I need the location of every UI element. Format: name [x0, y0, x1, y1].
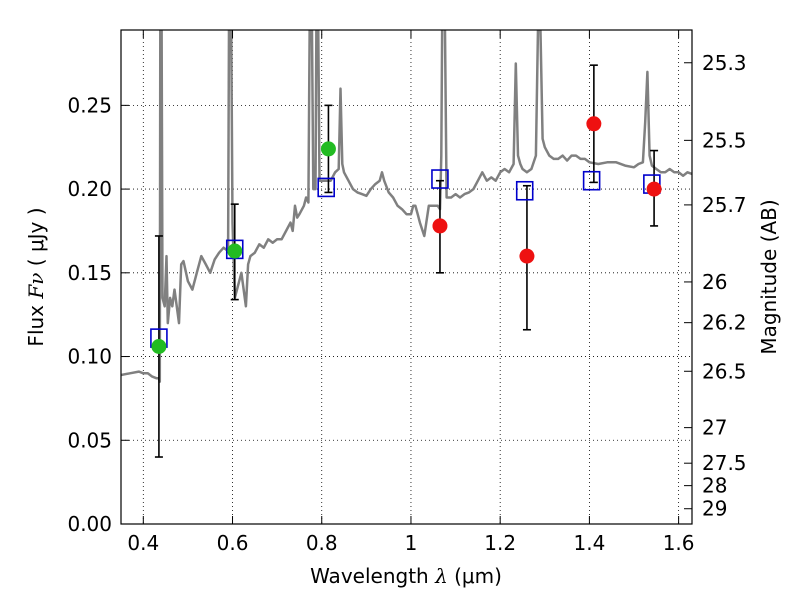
x-tick-label: 0.4 — [127, 531, 159, 555]
observed-point — [432, 218, 448, 234]
spectrum-layer — [121, 30, 692, 383]
y2-axis-label: Magnitude (AB) — [757, 199, 781, 354]
model-point — [317, 177, 336, 198]
y-tick-label: 0.00 — [67, 512, 112, 536]
mag-tick-label: 25.5 — [702, 128, 747, 152]
observed-point — [586, 116, 602, 132]
x-tick-label: 1.2 — [484, 531, 516, 555]
model-point — [582, 170, 601, 191]
tick-labels: 0.4 0.6 0.8 1 1.2 1.4 1.6 0.00 0.05 0.10 0.15 0.20 0… — [67, 51, 746, 555]
mag-tick-label: 29 — [702, 497, 727, 521]
y-tick-label: 0.25 — [67, 93, 112, 117]
observed-point — [151, 338, 167, 354]
observed-point — [320, 141, 336, 157]
spectrum-line — [121, 30, 692, 383]
axis-ticks — [121, 30, 692, 525]
mag-tick-label: 27.5 — [702, 451, 747, 475]
observed-points — [151, 116, 662, 354]
y-tick-label: 0.15 — [67, 261, 112, 285]
mag-tick-label: 25.7 — [702, 193, 747, 217]
mag-tick-label: 28 — [702, 474, 727, 498]
y-tick-label: 0.05 — [67, 428, 112, 452]
y-tick-label: 0.20 — [67, 177, 112, 201]
observed-point — [646, 181, 662, 197]
observed-point — [519, 248, 535, 264]
model-point — [431, 169, 449, 189]
mag-tick-label: 26 — [702, 270, 727, 294]
mag-tick-label: 26.5 — [702, 359, 747, 383]
y-tick-label: 0.10 — [67, 345, 112, 369]
x-tick-label: 0.8 — [306, 531, 338, 555]
mag-tick-label: 26.2 — [702, 311, 747, 335]
x-tick-label: 1 — [405, 531, 418, 555]
y-axis-label: Flux Fν ( μJy ) — [24, 207, 48, 346]
mag-tick-label: 25.3 — [702, 51, 747, 75]
x-axis-label: Wavelength λ (μm) — [310, 564, 502, 588]
mag-tick-label: 27 — [702, 416, 727, 440]
observed-point — [227, 243, 243, 259]
x-tick-label: 1.4 — [573, 531, 605, 555]
x-tick-label: 0.6 — [217, 531, 249, 555]
model-point — [515, 180, 534, 201]
x-tick-label: 1.6 — [663, 531, 695, 555]
plot-frame — [120, 29, 693, 525]
